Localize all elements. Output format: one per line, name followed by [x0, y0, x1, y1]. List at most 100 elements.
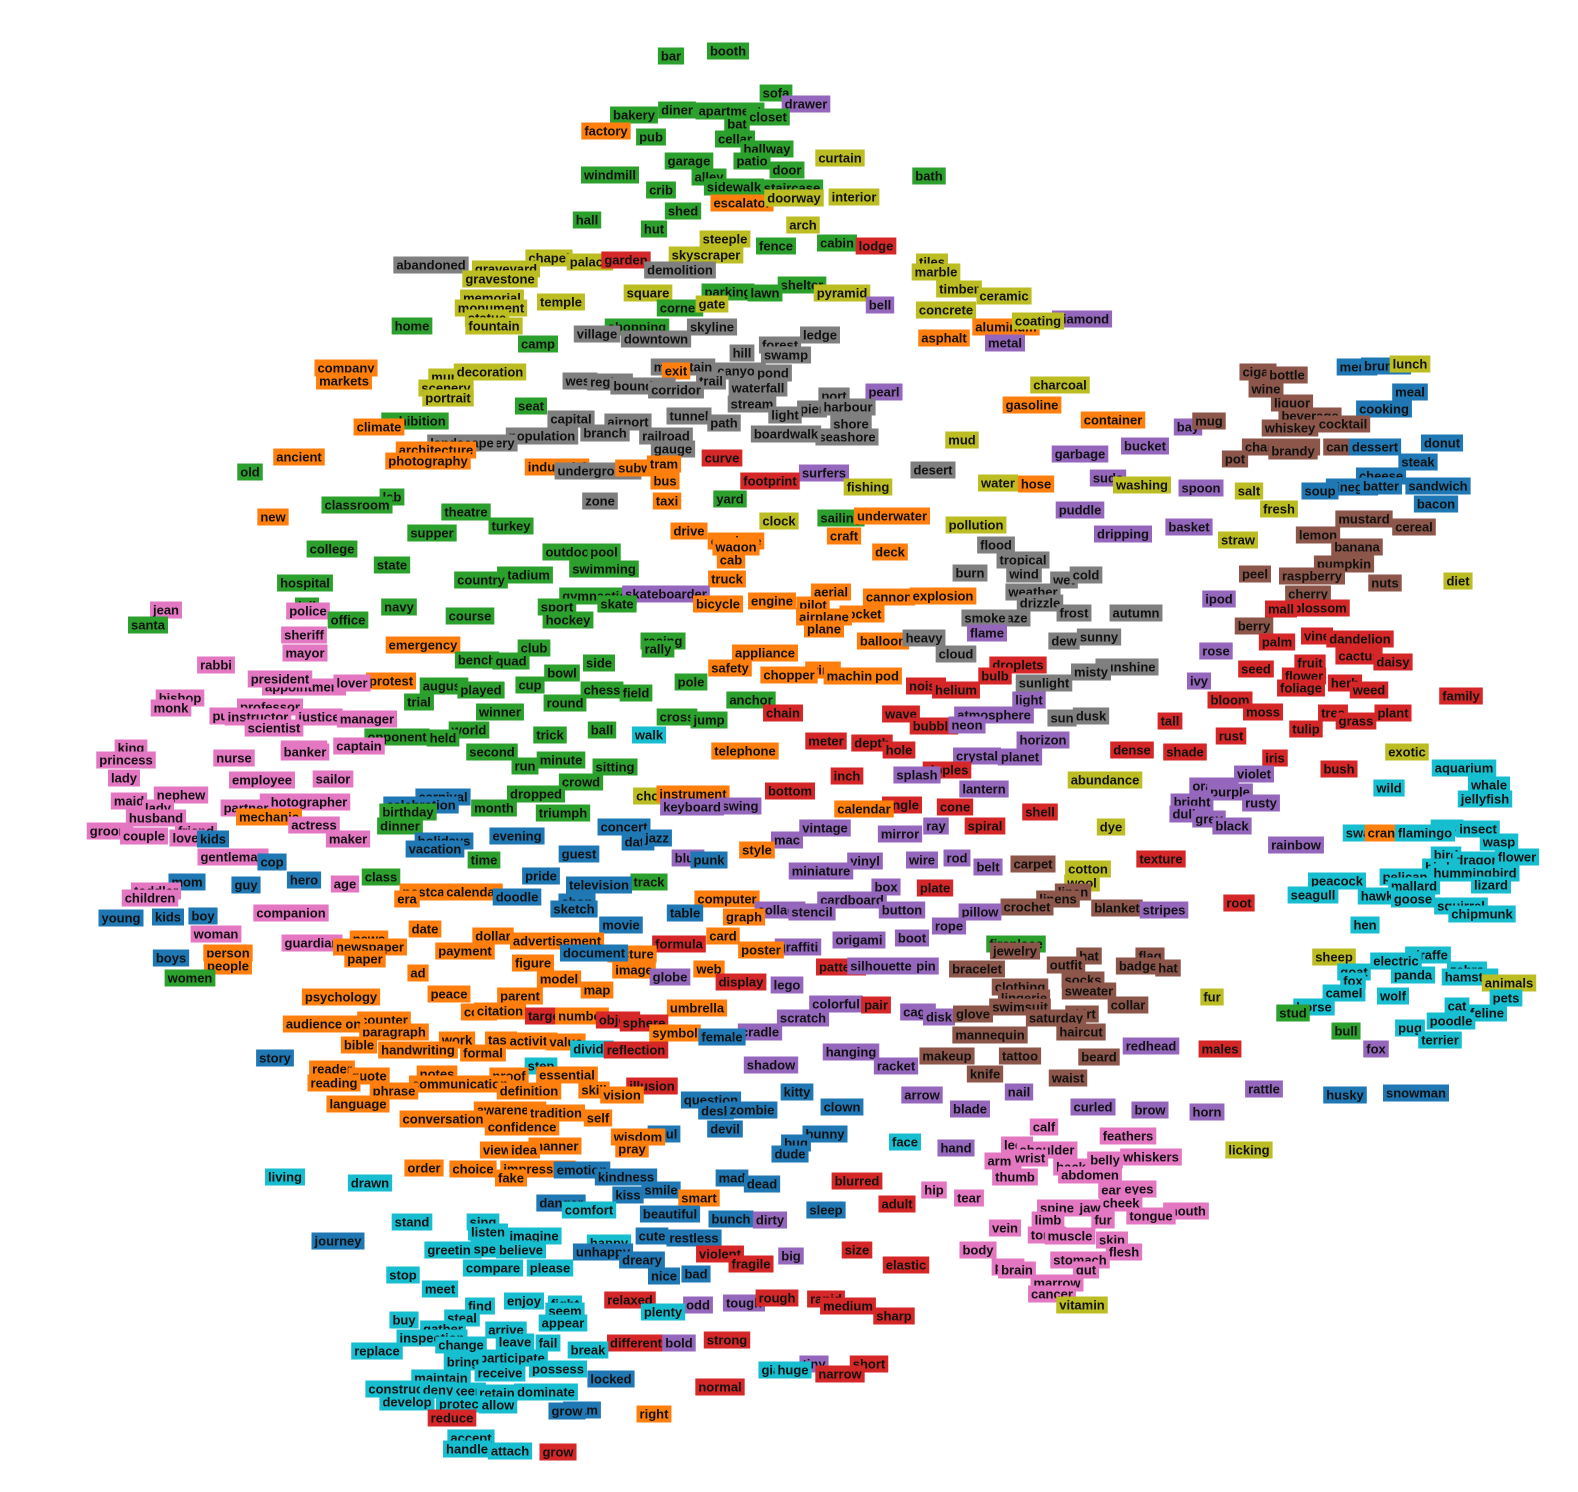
point-label: comfort: [565, 1203, 614, 1218]
point-marker: [1258, 633, 1296, 651]
point-label: dandelion: [1329, 632, 1390, 647]
scatter-point: dreary: [619, 1251, 665, 1269]
scatter-point: hockey: [542, 611, 594, 629]
scatter-point: appliance: [732, 644, 798, 662]
point-marker: [724, 115, 750, 133]
scatter-point: fake: [494, 1169, 528, 1187]
scatter-point: palm: [1258, 633, 1296, 651]
point-label: parent: [500, 989, 540, 1004]
point-marker: [1169, 805, 1199, 823]
scatter-point: manager: [336, 710, 398, 728]
point-marker: [96, 751, 156, 769]
point-label: movie: [602, 918, 640, 933]
point-label: pier: [800, 402, 824, 417]
scatter-point: garden: [601, 251, 651, 269]
point-label: restless: [669, 1231, 718, 1246]
point-label: peace: [431, 987, 468, 1002]
point-marker: [1207, 783, 1253, 801]
point-label: young: [102, 911, 141, 926]
point-label: drive: [673, 524, 704, 539]
scatter-point: outfit: [1046, 956, 1086, 974]
point-marker: [853, 507, 931, 525]
scatter-point: mannequin: [952, 1026, 1028, 1044]
point-marker: [1212, 817, 1252, 835]
point-label: world: [451, 723, 487, 738]
scatter-point: tropical: [996, 551, 1050, 569]
point-label: citation: [477, 1004, 523, 1019]
point-label: manager: [340, 712, 394, 727]
scatter-point: vine: [1300, 627, 1334, 645]
point-marker: [997, 748, 1043, 766]
scatter-point: licking: [1225, 1141, 1273, 1159]
point-label: desert: [913, 463, 953, 478]
scatter-point: santa: [128, 616, 168, 634]
point-label: bubble: [913, 719, 956, 734]
point-label: metal: [988, 336, 1022, 351]
scatter-point: swamp: [760, 346, 812, 364]
point-marker: [1192, 412, 1226, 430]
point-label: female: [701, 1030, 742, 1045]
point-marker: [1202, 590, 1236, 608]
scatter-point: makeup: [919, 1047, 975, 1065]
scatter-point: downtown: [620, 330, 692, 348]
point-label: mad: [719, 1171, 746, 1186]
scatter-point: disk: [922, 1008, 956, 1026]
point-label: lemon: [1299, 528, 1337, 543]
scatter-point: adult: [878, 1195, 916, 1213]
point-marker: [1067, 771, 1143, 789]
scatter-point: concrete: [915, 301, 977, 319]
scatter-point: knife: [966, 1065, 1004, 1083]
point-label: square: [627, 286, 670, 301]
scatter-point: tattoo: [998, 1047, 1042, 1065]
point-label: formal: [463, 1046, 503, 1061]
point-label: frost: [1060, 606, 1090, 621]
point-label: cloud: [939, 647, 974, 662]
point-label: lego: [774, 978, 801, 993]
point-label: insect: [1459, 822, 1497, 837]
scatter-point: emergency: [385, 636, 461, 654]
point-label: batter: [1363, 479, 1399, 494]
scatter-point: dessert: [1348, 438, 1402, 456]
scatter-point: chipmunk: [1448, 905, 1516, 923]
scatter-point: cannon: [862, 588, 916, 606]
point-label: justice: [297, 710, 339, 725]
point-marker: [800, 326, 840, 344]
scatter-point: boys: [152, 949, 190, 967]
point-label: company: [317, 361, 375, 376]
point-marker: [961, 609, 1009, 627]
point-marker: [1011, 312, 1065, 330]
scatter-point: lemon: [1295, 526, 1341, 544]
point-marker: [978, 474, 1018, 492]
point-label: flesh: [1109, 1245, 1139, 1260]
point-label: sketch: [553, 902, 594, 917]
scatter-point: stand: [391, 1213, 433, 1231]
point-label: strong: [707, 1333, 748, 1348]
point-marker: [1051, 445, 1109, 463]
point-label: corner: [660, 301, 700, 316]
scatter-point: plant: [1374, 704, 1412, 722]
scatter-point: receive: [474, 1364, 526, 1382]
scatter-point: clock: [759, 512, 799, 530]
point-label: population: [509, 429, 575, 444]
scatter-point: communication: [408, 1075, 512, 1093]
scatter-point: poodle: [1426, 1012, 1476, 1030]
scatter-point: formal: [460, 1044, 506, 1062]
point-marker: [120, 827, 168, 845]
point-label: bowl: [547, 666, 577, 681]
scatter-point: lizard: [1471, 876, 1511, 894]
scatter-point: camp: [518, 335, 558, 353]
point-marker: [533, 726, 567, 744]
point-label: pyramid: [817, 286, 868, 301]
scatter-point: yard: [713, 490, 747, 508]
point-marker: [511, 757, 539, 775]
scatter-point: drawer: [781, 95, 831, 113]
point-label: shell: [1025, 805, 1055, 820]
point-label: goose: [1394, 892, 1432, 907]
point-label: branch: [583, 426, 626, 441]
point-label: thumb: [995, 1170, 1035, 1185]
scatter-point: closet: [746, 108, 790, 126]
point-label: engine: [751, 594, 793, 609]
point-marker: [407, 524, 457, 542]
point-marker: [150, 699, 192, 717]
scatter-point: ancient: [273, 448, 325, 466]
